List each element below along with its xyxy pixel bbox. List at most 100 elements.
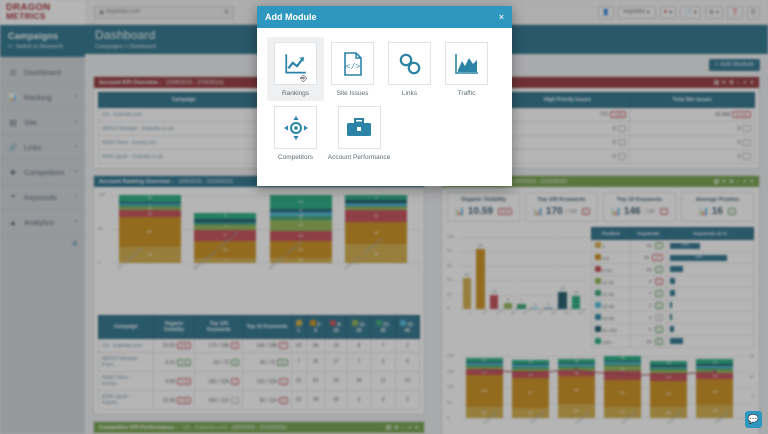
stacked-bar[interactable]: 16 19 84 43 [696, 359, 734, 418]
sidebar-item-ranking[interactable]: 📊 Ranking ▾ [0, 85, 85, 110]
stacked-bar[interactable]: 43 8 10 12 34 33 53 16 [269, 195, 332, 263]
bar[interactable] [544, 307, 553, 309]
close-icon[interactable]: ✕ [749, 79, 754, 86]
gear-icon[interactable]: ⚙ [729, 79, 734, 86]
bar-segment [557, 364, 595, 367]
module-label: Account Performance [327, 154, 391, 161]
sidebar-nav: ⚖ Dashboard 📊 Ranking ▾ ▤ Site ▾ 🔗 Links… [0, 57, 85, 235]
expand-icon[interactable]: ➚ [742, 79, 747, 86]
expand-icon[interactable]: ➚ [407, 424, 412, 431]
top-navigation-bar: DRAGON METRICS ◉ expedia.com ⇅ 👤 expedia… [0, 0, 768, 25]
bar-segment [194, 222, 257, 225]
sidebar-item-analytics[interactable]: ▲ Analytics ▾ [0, 210, 85, 235]
table-row[interactable]: 2-5 84 17 44% [591, 251, 754, 264]
switch-to-research-label: Switch to Research [15, 44, 63, 50]
sidebar-item-site[interactable]: ▤ Site ▾ [0, 110, 85, 135]
analytics-icon: ▲ [9, 217, 17, 227]
fullscreen-icon[interactable] [713, 179, 719, 184]
cell-bucket: 10 [394, 371, 421, 391]
bar[interactable] [476, 248, 485, 309]
sidebar-item-label: Dashboard [24, 67, 61, 77]
table-row[interactable]: 100+ 18 5 [591, 335, 754, 348]
bar[interactable] [558, 292, 567, 309]
chevron-right-icon: ▾ [74, 94, 77, 100]
menu-button[interactable]: ☰ [746, 5, 760, 19]
bar-segment: 43 [696, 404, 734, 418]
bar-segment [194, 221, 257, 223]
add-module-button[interactable]: + Add Module [708, 59, 760, 71]
site-selector[interactable]: ◉ expedia.com ⇅ [94, 5, 234, 19]
user-icon-button[interactable]: 👤 [598, 5, 614, 19]
bar-segment: 97 [511, 377, 549, 409]
logo[interactable]: DRAGON METRICS [0, 0, 85, 25]
table-row[interactable]: 1 43 7 23% [591, 239, 754, 252]
cell-position: 100+ [591, 335, 631, 348]
refresh-icon[interactable]: ↻ [721, 178, 727, 185]
axis-tick-label: 0 [447, 306, 450, 311]
settings-menu[interactable]: ⚙ ▾ [704, 5, 724, 19]
bar-value-label: 2 [547, 301, 550, 307]
kpi-card-top-10-keywords[interactable]: Top 10 Keywords 📊 146 / 188 7 [603, 192, 676, 222]
close-icon[interactable]: ✕ [414, 424, 419, 431]
fullscreen-icon[interactable] [713, 80, 719, 85]
bar-segment: 32 [511, 408, 549, 418]
alerts-menu[interactable]: ● ▾ [659, 5, 677, 19]
gear-icon[interactable]: ⚙ [729, 178, 734, 185]
bar[interactable] [490, 295, 499, 309]
kpi-card-average-position[interactable]: Average Positon 📊 16 4 [681, 192, 754, 222]
collapse-icon[interactable]: ⚙ [71, 241, 78, 248]
minimize-icon[interactable]: − [401, 424, 405, 431]
kpi-card-top-100-keywords[interactable]: Top 100 Keywords 📊 170 / 188 1 [525, 192, 598, 222]
module-option-account-performance[interactable]: Account Performance [324, 101, 394, 165]
module-option-traffic[interactable]: Traffic [438, 37, 495, 101]
table-row[interactable]: ABOUT.Airways - Expe... 6.41 1.61 63 / 72… [98, 352, 421, 372]
reports-menu[interactable]: 📄 ▾ [680, 5, 701, 19]
panel-date-range: (3/9/2015 - 2/10/2015) [512, 178, 567, 185]
delta-badge: -- [617, 125, 627, 132]
account-menu[interactable]: expedia ▾ [617, 5, 656, 19]
sidebar-item-competitors[interactable]: ❖ Competitors ▾ [0, 160, 85, 185]
gear-icon[interactable]: ⚙ [394, 424, 399, 431]
delta-badge: -- [742, 139, 751, 146]
chat-widget-button[interactable]: 💬 [745, 411, 762, 428]
table-row[interactable]: ASIA Japan - Exped... 10.38 2.31 105 / 11… [98, 390, 421, 410]
stacked-bar[interactable]: 9 20 39 32 [345, 195, 408, 263]
panel-date-range: (3/9/2015 - 2/10/2015) [231, 424, 287, 431]
refresh-icon[interactable]: ↻ [721, 79, 727, 86]
expand-icon[interactable]: ➚ [742, 178, 747, 185]
module-option-competitors[interactable]: Competitors [267, 101, 324, 165]
fullscreen-icon[interactable] [386, 425, 392, 430]
kpi-value: 146 [623, 206, 641, 217]
module-option-rankings[interactable]: Rankings ⎆ [267, 37, 324, 101]
sidebar-item-links[interactable]: 🔗 Links ▾ [0, 135, 85, 160]
bar[interactable] [462, 278, 471, 309]
module-tile [445, 42, 488, 85]
switch-to-research-link[interactable]: ↩ Switch to Research [8, 44, 77, 50]
modal-body: Rankings ⎆ </> Site Issues [257, 28, 512, 174]
sidebar-item-dashboard[interactable]: ⚖ Dashboard [0, 60, 85, 85]
stacked-bar[interactable]: 9 7 17 25 7 [194, 195, 257, 263]
axis-tick-label: 100 [98, 192, 105, 197]
bar[interactable] [531, 307, 540, 309]
table-row[interactable]: US - Expedia.com 10.59 0.52 170 / 188 1 14… [98, 338, 421, 353]
bar[interactable] [517, 303, 526, 309]
minimize-icon[interactable]: − [736, 79, 740, 86]
table-row[interactable]: 21-30 7 1 [591, 287, 754, 300]
sidebar-item-keywords[interactable]: ❝ Keywords ▾ [0, 185, 85, 210]
col-bucket-11-20: 11-20 [346, 315, 372, 339]
sidebar-item-label: Ranking [24, 92, 52, 102]
kpi-card-organic-visibility[interactable]: Organic Visibility 📊 10.59 0.52 [447, 192, 520, 222]
close-icon[interactable]: ✕ [749, 178, 754, 185]
bar[interactable] [503, 303, 512, 309]
stacked-bar[interactable]: 18 7 8 19 84 43 [118, 195, 181, 263]
module-option-links[interactable]: Links [381, 37, 438, 101]
bar-segment [604, 362, 642, 364]
bar[interactable] [572, 296, 581, 309]
mouse-cursor-icon: ⎆ [300, 73, 308, 83]
table-row[interactable]: 31-40 2 1 [591, 299, 754, 312]
module-option-site-issues[interactable]: </> Site Issues [324, 37, 381, 101]
close-icon[interactable]: × [498, 12, 504, 22]
help-button[interactable]: ❓ [727, 5, 743, 19]
minimize-icon[interactable]: − [736, 178, 740, 185]
